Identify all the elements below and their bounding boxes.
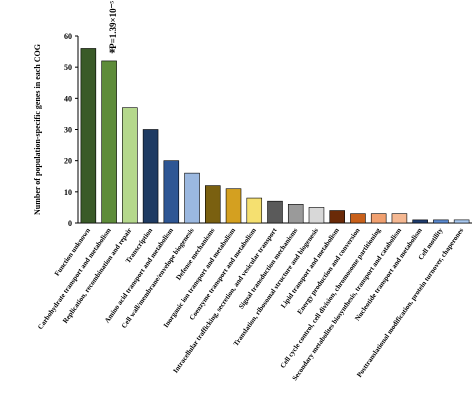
bar-18 xyxy=(453,219,470,224)
bar-5 xyxy=(184,172,200,224)
y-tick-label: 0 xyxy=(68,219,72,228)
bar-2 xyxy=(122,107,138,224)
bar-10 xyxy=(287,204,304,224)
y-tick-label: 60 xyxy=(64,32,72,41)
bar-6 xyxy=(205,185,221,224)
bar-16 xyxy=(412,219,428,224)
bar-3 xyxy=(142,129,159,224)
significance-annotation: *P=1.39×10⁻⁵ xyxy=(108,1,118,60)
bar-15 xyxy=(391,213,408,224)
bars xyxy=(80,48,470,224)
p-value-label: P=1.39×10⁻⁵ xyxy=(108,1,118,49)
y-tick-label: 50 xyxy=(64,63,72,72)
bar-14 xyxy=(370,213,387,224)
bar-7 xyxy=(225,188,242,224)
y-tick-label: 10 xyxy=(64,188,72,197)
bar-9 xyxy=(267,200,283,224)
bar-11 xyxy=(308,207,325,224)
bar-0 xyxy=(80,48,97,224)
y-tick-label: 20 xyxy=(64,157,72,166)
significance-star: * xyxy=(109,45,116,60)
y-tick-label: 40 xyxy=(64,94,72,103)
bar-17 xyxy=(433,219,449,224)
bar-4 xyxy=(163,160,180,224)
y-axis-title: Number of population-specific genes in e… xyxy=(33,44,42,215)
y-tick-label: 30 xyxy=(64,126,72,135)
x-category-label: Function unknown xyxy=(53,226,92,277)
bar-8 xyxy=(246,197,263,224)
bar-1 xyxy=(101,60,117,224)
bar-12 xyxy=(329,210,345,224)
bar-13 xyxy=(350,213,366,224)
